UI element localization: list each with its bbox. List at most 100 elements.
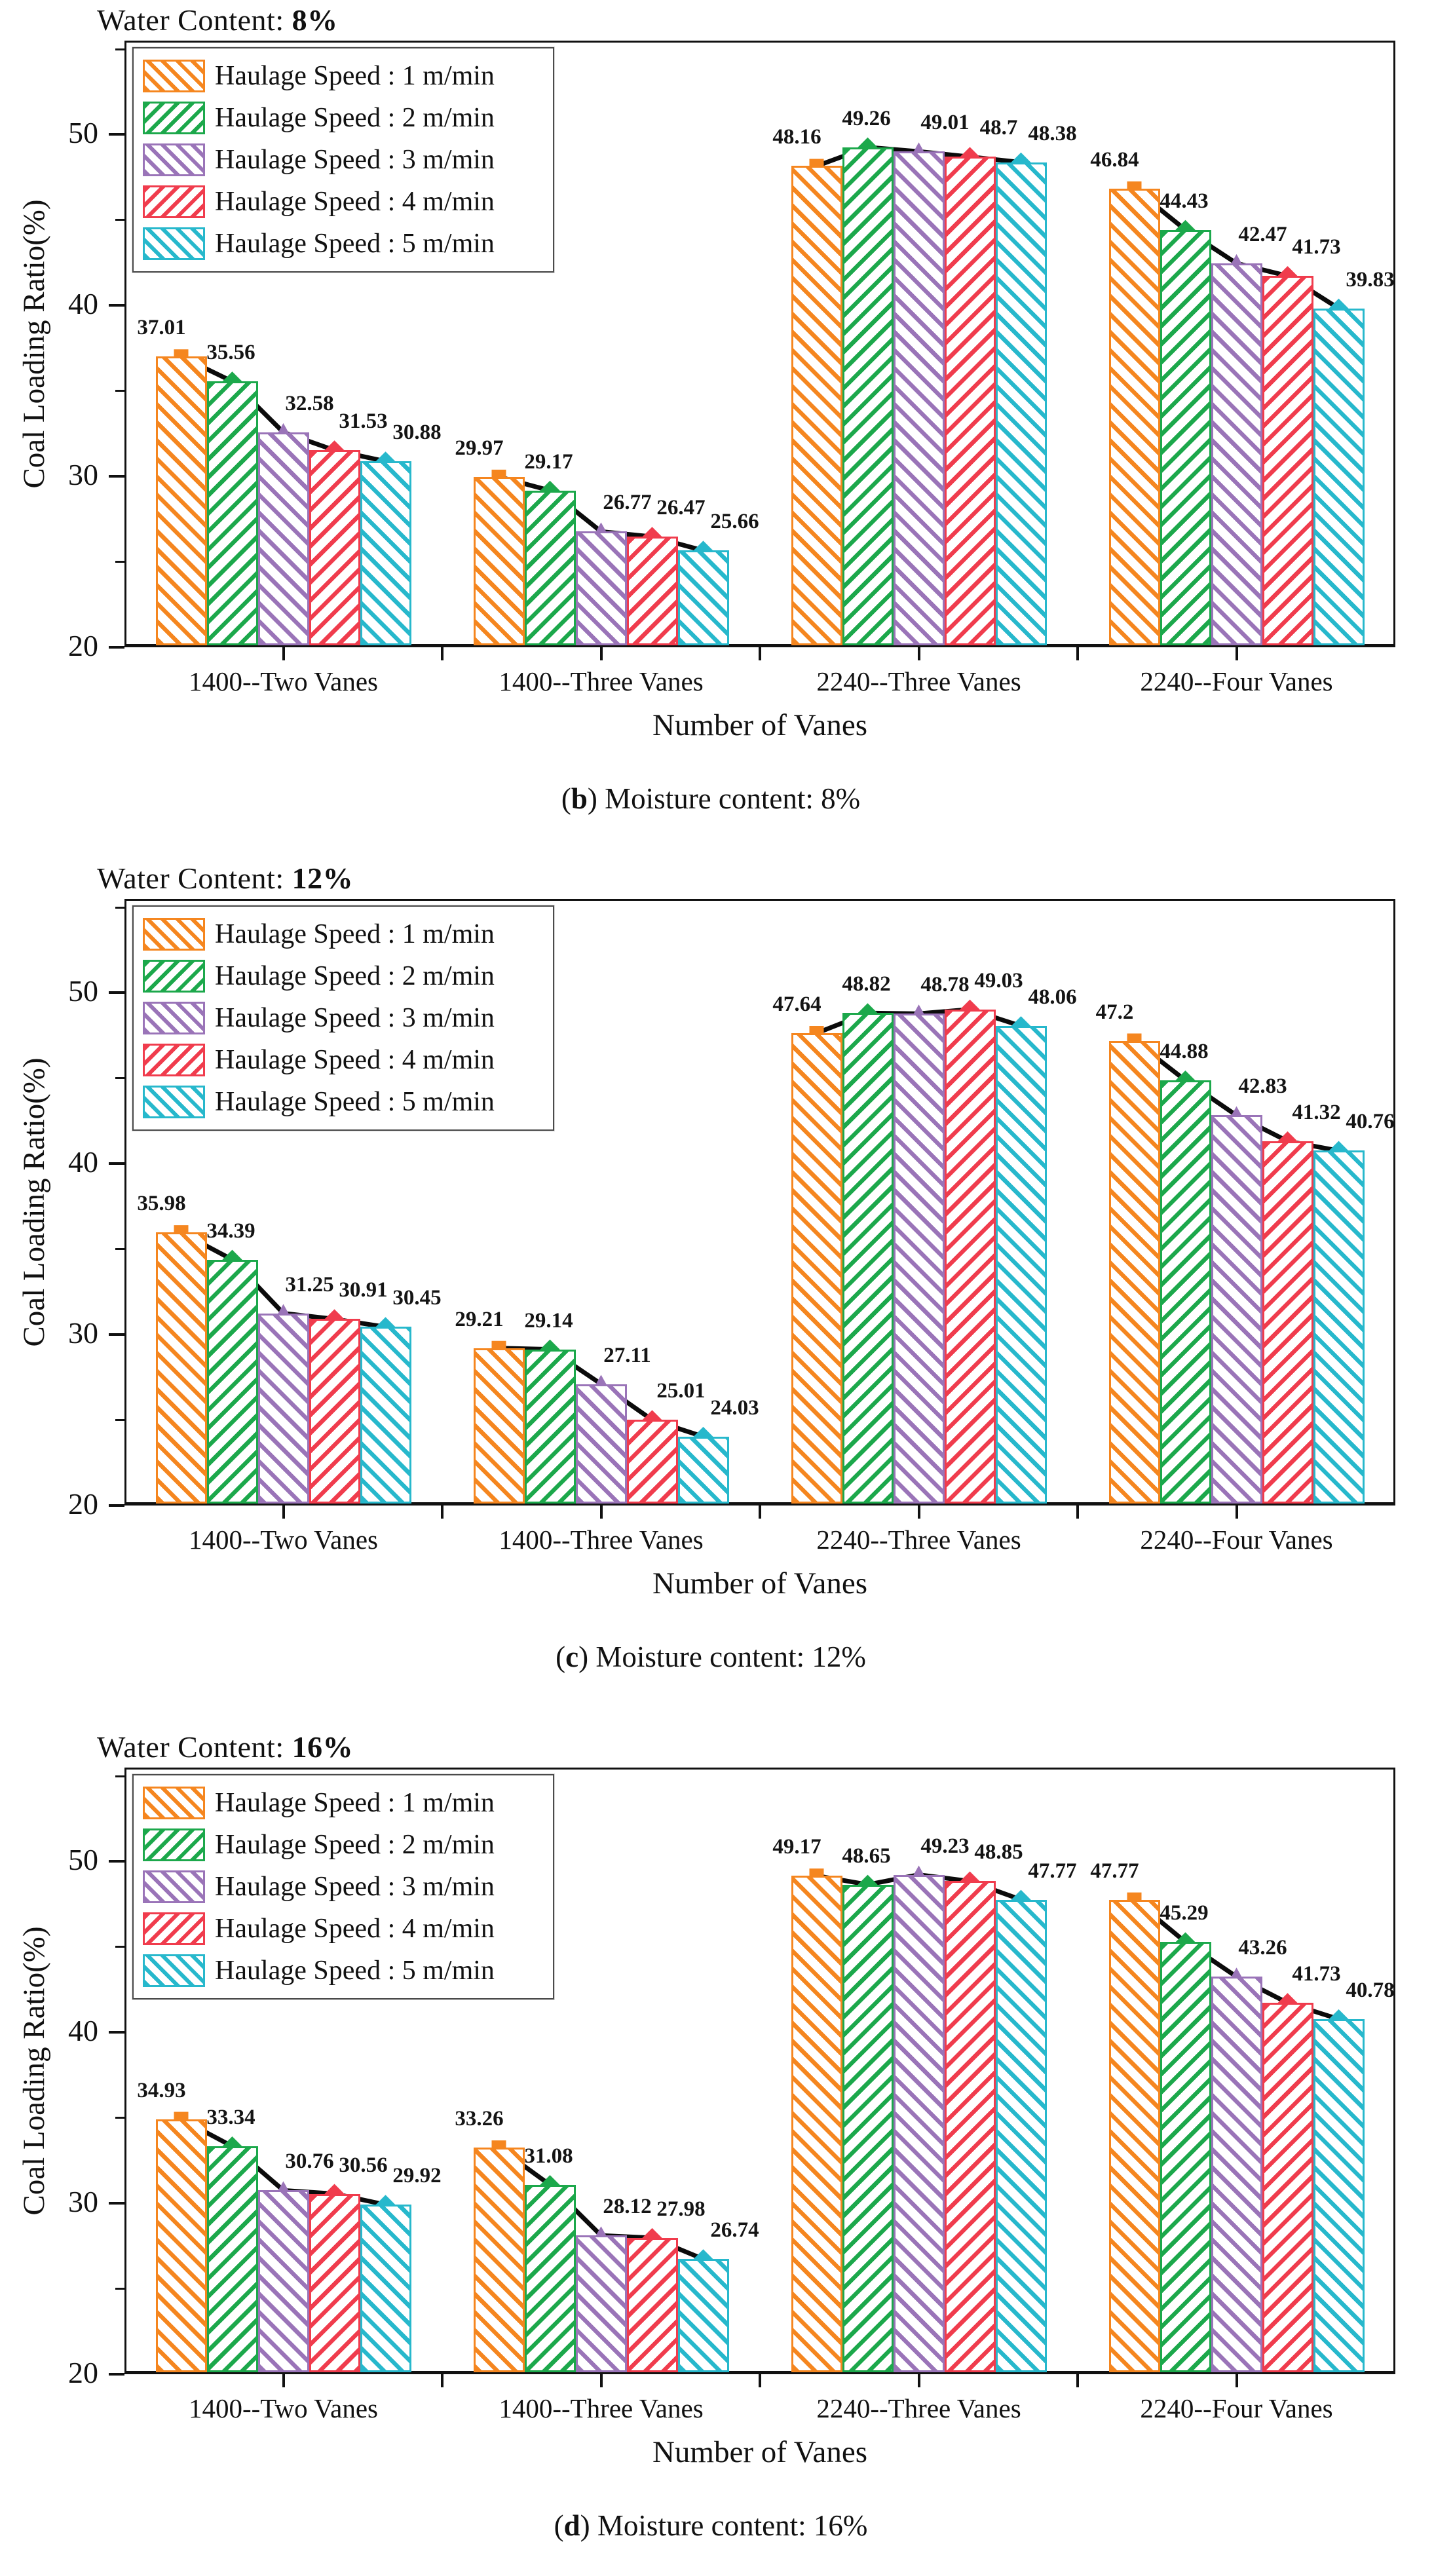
y-tick-label: 40 bbox=[68, 2014, 98, 2048]
bar bbox=[473, 2148, 525, 2372]
y-tick-label: 20 bbox=[68, 2356, 98, 2389]
x-boundary-tick bbox=[441, 647, 443, 660]
x-boundary-tick bbox=[441, 2374, 443, 2387]
legend-label: Haulage Speed : 1 m/min bbox=[215, 1788, 495, 1818]
bar bbox=[677, 1436, 729, 1504]
bar bbox=[677, 2259, 729, 2372]
bar-value-label: 29.14 bbox=[524, 1308, 573, 1333]
chart-title: Water Content: 12% bbox=[97, 861, 353, 896]
y-tick-label: 50 bbox=[68, 974, 98, 1008]
legend-label: Haulage Speed : 4 m/min bbox=[215, 1914, 495, 1944]
x-tick-label: 2240--Four Vanes bbox=[1140, 2393, 1333, 2423]
y-major-tick bbox=[109, 2031, 124, 2034]
x-axis-title: Number of Vanes bbox=[652, 708, 868, 742]
chart-title-value: 16% bbox=[292, 1730, 354, 1764]
y-axis-title: Coal Loading Ratio(%) bbox=[17, 1057, 51, 1347]
x-category-tick bbox=[282, 1506, 285, 1519]
y-tick-label: 20 bbox=[68, 629, 98, 662]
x-boundary-tick bbox=[1076, 1506, 1079, 1519]
x-category-tick bbox=[599, 2374, 603, 2387]
bar-value-label: 28.12 bbox=[603, 2195, 652, 2219]
x-axis-title: Number of Vanes bbox=[652, 2435, 868, 2469]
bar-value-label: 31.53 bbox=[339, 409, 388, 434]
x-axis-line bbox=[124, 1502, 1395, 1506]
x-category-tick bbox=[1235, 2374, 1238, 2387]
bar-value-label: 41.73 bbox=[1292, 235, 1341, 259]
y-minor-tick bbox=[115, 2288, 124, 2290]
y-tick-label: 30 bbox=[68, 2185, 98, 2219]
legend-swatch bbox=[143, 1912, 205, 1945]
x-tick-label: 2240--Four Vanes bbox=[1140, 1525, 1333, 1555]
x-category-tick bbox=[1235, 1506, 1238, 1519]
legend: Haulage Speed : 1 m/min Haulage Speed : 2… bbox=[132, 1774, 554, 1999]
y-minor-tick bbox=[115, 1775, 124, 1777]
bar bbox=[842, 1884, 894, 2372]
bar-value-label: 40.78 bbox=[1346, 1978, 1395, 2002]
legend-item: Haulage Speed : 2 m/min bbox=[134, 1824, 553, 1866]
bar bbox=[1211, 1115, 1262, 1504]
bar bbox=[206, 381, 258, 645]
x-boundary-tick bbox=[441, 1506, 443, 1519]
bar bbox=[575, 1384, 627, 1504]
y-major-tick bbox=[109, 1504, 124, 1507]
bar bbox=[360, 2205, 411, 2372]
bar-value-label: 49.23 bbox=[920, 1834, 970, 1858]
bar-value-label: 47.77 bbox=[1028, 1859, 1077, 1883]
bar bbox=[944, 1009, 996, 1504]
y-minor-tick bbox=[115, 1419, 124, 1422]
bar-value-label: 26.47 bbox=[656, 496, 706, 520]
bar-value-label: 44.43 bbox=[1160, 189, 1209, 213]
bar-value-label: 30.91 bbox=[339, 1278, 388, 1302]
chart-title-text: Water Content: bbox=[97, 3, 292, 37]
bar-value-label: 35.98 bbox=[137, 1192, 186, 1216]
legend-swatch bbox=[143, 1828, 205, 1861]
bar-value-label: 48.16 bbox=[772, 125, 821, 149]
bar-value-label: 29.97 bbox=[455, 436, 504, 460]
y-minor-tick bbox=[115, 1946, 124, 1948]
legend-label: Haulage Speed : 2 m/min bbox=[215, 961, 495, 991]
bar-value-label: 29.17 bbox=[524, 449, 573, 474]
bar-value-label: 48.38 bbox=[1028, 121, 1077, 145]
bar bbox=[155, 356, 207, 645]
bar bbox=[309, 2193, 360, 2372]
bar-value-label: 43.26 bbox=[1238, 1936, 1287, 1960]
x-category-tick bbox=[917, 2374, 920, 2387]
bar-value-label: 42.47 bbox=[1238, 222, 1287, 246]
y-major-tick bbox=[109, 1162, 124, 1165]
bar bbox=[257, 432, 309, 645]
bar bbox=[893, 151, 945, 645]
bar-value-label: 31.25 bbox=[285, 1272, 334, 1297]
x-tick-label: 2240--Three Vanes bbox=[816, 1525, 1021, 1555]
bar bbox=[1262, 1141, 1313, 1504]
chart-title: Water Content: 8% bbox=[97, 3, 338, 37]
bar bbox=[1262, 276, 1313, 645]
legend-swatch bbox=[143, 185, 205, 218]
x-axis-title: Number of Vanes bbox=[652, 1566, 868, 1601]
bar-value-label: 49.01 bbox=[920, 111, 970, 135]
bar bbox=[626, 537, 678, 645]
bar bbox=[524, 1349, 576, 1504]
x-category-tick bbox=[917, 1506, 920, 1519]
y-tick-label: 30 bbox=[68, 1316, 98, 1350]
bar-value-label: 49.03 bbox=[974, 968, 1023, 993]
y-minor-tick bbox=[115, 1248, 124, 1251]
bar-value-label: 25.66 bbox=[710, 510, 759, 534]
bar bbox=[575, 531, 627, 645]
legend-label: Haulage Speed : 2 m/min bbox=[215, 1830, 495, 1860]
bar-value-label: 48.65 bbox=[842, 1844, 891, 1868]
bar-value-label: 46.84 bbox=[1090, 147, 1139, 172]
bar-value-label: 27.98 bbox=[656, 2197, 706, 2221]
bar bbox=[995, 1899, 1047, 2372]
y-minor-tick bbox=[115, 561, 124, 563]
x-boundary-tick bbox=[759, 1506, 761, 1519]
bar-value-label: 27.11 bbox=[603, 1343, 651, 1367]
legend-item: Haulage Speed : 3 m/min bbox=[134, 997, 553, 1039]
bar bbox=[1313, 308, 1365, 645]
x-category-tick bbox=[917, 647, 920, 660]
bar-value-label: 49.17 bbox=[772, 1835, 821, 1859]
bar-value-label: 48.85 bbox=[974, 1840, 1023, 1865]
bar-value-label: 25.01 bbox=[656, 1379, 706, 1403]
x-axis-line bbox=[124, 2371, 1395, 2374]
legend-label: Haulage Speed : 1 m/min bbox=[215, 919, 495, 949]
x-tick-label: 1400--Two Vanes bbox=[188, 2393, 379, 2423]
